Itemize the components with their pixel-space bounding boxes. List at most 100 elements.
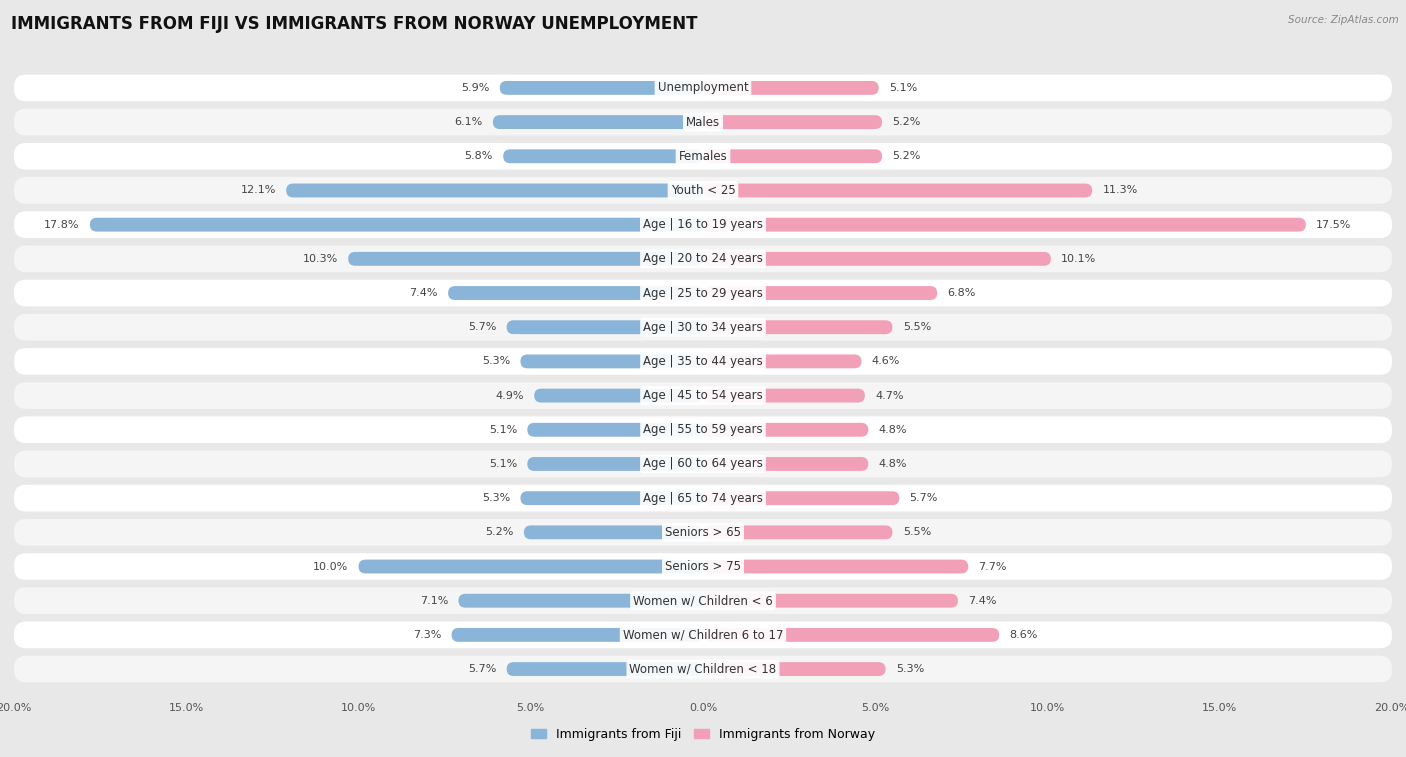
FancyBboxPatch shape (14, 519, 1392, 546)
Text: Seniors > 65: Seniors > 65 (665, 526, 741, 539)
Text: 17.8%: 17.8% (44, 220, 80, 229)
FancyBboxPatch shape (703, 457, 869, 471)
Text: 5.2%: 5.2% (893, 117, 921, 127)
Text: 5.2%: 5.2% (485, 528, 513, 537)
FancyBboxPatch shape (14, 450, 1392, 478)
FancyBboxPatch shape (349, 252, 703, 266)
FancyBboxPatch shape (703, 628, 1000, 642)
FancyBboxPatch shape (499, 81, 703, 95)
Text: Age | 20 to 24 years: Age | 20 to 24 years (643, 252, 763, 266)
FancyBboxPatch shape (14, 245, 1392, 273)
FancyBboxPatch shape (524, 525, 703, 539)
Text: Age | 60 to 64 years: Age | 60 to 64 years (643, 457, 763, 470)
Text: Unemployment: Unemployment (658, 82, 748, 95)
Text: 5.2%: 5.2% (893, 151, 921, 161)
Text: 5.9%: 5.9% (461, 83, 489, 93)
FancyBboxPatch shape (14, 143, 1392, 170)
Text: 11.3%: 11.3% (1102, 185, 1137, 195)
Text: 4.7%: 4.7% (875, 391, 904, 400)
Text: 8.6%: 8.6% (1010, 630, 1038, 640)
Text: Age | 35 to 44 years: Age | 35 to 44 years (643, 355, 763, 368)
Text: Age | 45 to 54 years: Age | 45 to 54 years (643, 389, 763, 402)
FancyBboxPatch shape (458, 593, 703, 608)
FancyBboxPatch shape (506, 320, 703, 334)
Text: Women w/ Children 6 to 17: Women w/ Children 6 to 17 (623, 628, 783, 641)
Text: 10.3%: 10.3% (302, 254, 337, 264)
FancyBboxPatch shape (703, 388, 865, 403)
FancyBboxPatch shape (703, 423, 869, 437)
Text: Seniors > 75: Seniors > 75 (665, 560, 741, 573)
FancyBboxPatch shape (14, 621, 1392, 648)
FancyBboxPatch shape (520, 491, 703, 505)
Text: 5.7%: 5.7% (468, 664, 496, 674)
FancyBboxPatch shape (703, 662, 886, 676)
Text: Age | 25 to 29 years: Age | 25 to 29 years (643, 287, 763, 300)
FancyBboxPatch shape (703, 81, 879, 95)
FancyBboxPatch shape (14, 587, 1392, 614)
Text: 7.7%: 7.7% (979, 562, 1007, 572)
Text: 5.3%: 5.3% (482, 357, 510, 366)
FancyBboxPatch shape (534, 388, 703, 403)
FancyBboxPatch shape (451, 628, 703, 642)
FancyBboxPatch shape (14, 177, 1392, 204)
FancyBboxPatch shape (14, 553, 1392, 580)
Text: Women w/ Children < 6: Women w/ Children < 6 (633, 594, 773, 607)
Text: 5.1%: 5.1% (489, 425, 517, 435)
FancyBboxPatch shape (14, 484, 1392, 512)
Text: Females: Females (679, 150, 727, 163)
FancyBboxPatch shape (703, 149, 882, 164)
Text: 4.8%: 4.8% (879, 425, 907, 435)
Text: 5.1%: 5.1% (489, 459, 517, 469)
FancyBboxPatch shape (287, 183, 703, 198)
FancyBboxPatch shape (506, 662, 703, 676)
FancyBboxPatch shape (14, 416, 1392, 443)
Text: 17.5%: 17.5% (1316, 220, 1351, 229)
FancyBboxPatch shape (703, 559, 969, 574)
FancyBboxPatch shape (703, 286, 938, 300)
Text: 6.1%: 6.1% (454, 117, 482, 127)
FancyBboxPatch shape (503, 149, 703, 164)
Text: 5.1%: 5.1% (889, 83, 917, 93)
FancyBboxPatch shape (703, 252, 1050, 266)
Text: 4.9%: 4.9% (495, 391, 524, 400)
Text: Males: Males (686, 116, 720, 129)
FancyBboxPatch shape (527, 457, 703, 471)
Text: 5.7%: 5.7% (468, 322, 496, 332)
Text: 4.8%: 4.8% (879, 459, 907, 469)
FancyBboxPatch shape (703, 115, 882, 129)
Text: 12.1%: 12.1% (240, 185, 276, 195)
FancyBboxPatch shape (703, 354, 862, 369)
FancyBboxPatch shape (703, 320, 893, 334)
FancyBboxPatch shape (14, 382, 1392, 409)
Text: Age | 30 to 34 years: Age | 30 to 34 years (643, 321, 763, 334)
FancyBboxPatch shape (14, 75, 1392, 101)
FancyBboxPatch shape (703, 218, 1306, 232)
FancyBboxPatch shape (14, 109, 1392, 136)
FancyBboxPatch shape (494, 115, 703, 129)
Text: 5.3%: 5.3% (482, 493, 510, 503)
FancyBboxPatch shape (703, 491, 900, 505)
Text: 7.4%: 7.4% (409, 288, 437, 298)
Text: 10.0%: 10.0% (314, 562, 349, 572)
Text: IMMIGRANTS FROM FIJI VS IMMIGRANTS FROM NORWAY UNEMPLOYMENT: IMMIGRANTS FROM FIJI VS IMMIGRANTS FROM … (11, 15, 697, 33)
Text: 10.1%: 10.1% (1062, 254, 1097, 264)
FancyBboxPatch shape (527, 423, 703, 437)
Text: Source: ZipAtlas.com: Source: ZipAtlas.com (1288, 15, 1399, 25)
Text: Age | 55 to 59 years: Age | 55 to 59 years (643, 423, 763, 436)
FancyBboxPatch shape (14, 279, 1392, 307)
Text: 4.6%: 4.6% (872, 357, 900, 366)
Text: 5.5%: 5.5% (903, 528, 931, 537)
Text: Age | 16 to 19 years: Age | 16 to 19 years (643, 218, 763, 231)
Text: 5.5%: 5.5% (903, 322, 931, 332)
Text: Youth < 25: Youth < 25 (671, 184, 735, 197)
Text: Women w/ Children < 18: Women w/ Children < 18 (630, 662, 776, 675)
Text: 7.1%: 7.1% (420, 596, 449, 606)
FancyBboxPatch shape (14, 211, 1392, 238)
Text: 7.3%: 7.3% (413, 630, 441, 640)
FancyBboxPatch shape (359, 559, 703, 574)
Text: 5.7%: 5.7% (910, 493, 938, 503)
Text: 5.3%: 5.3% (896, 664, 924, 674)
FancyBboxPatch shape (14, 314, 1392, 341)
Legend: Immigrants from Fiji, Immigrants from Norway: Immigrants from Fiji, Immigrants from No… (531, 728, 875, 741)
FancyBboxPatch shape (520, 354, 703, 369)
